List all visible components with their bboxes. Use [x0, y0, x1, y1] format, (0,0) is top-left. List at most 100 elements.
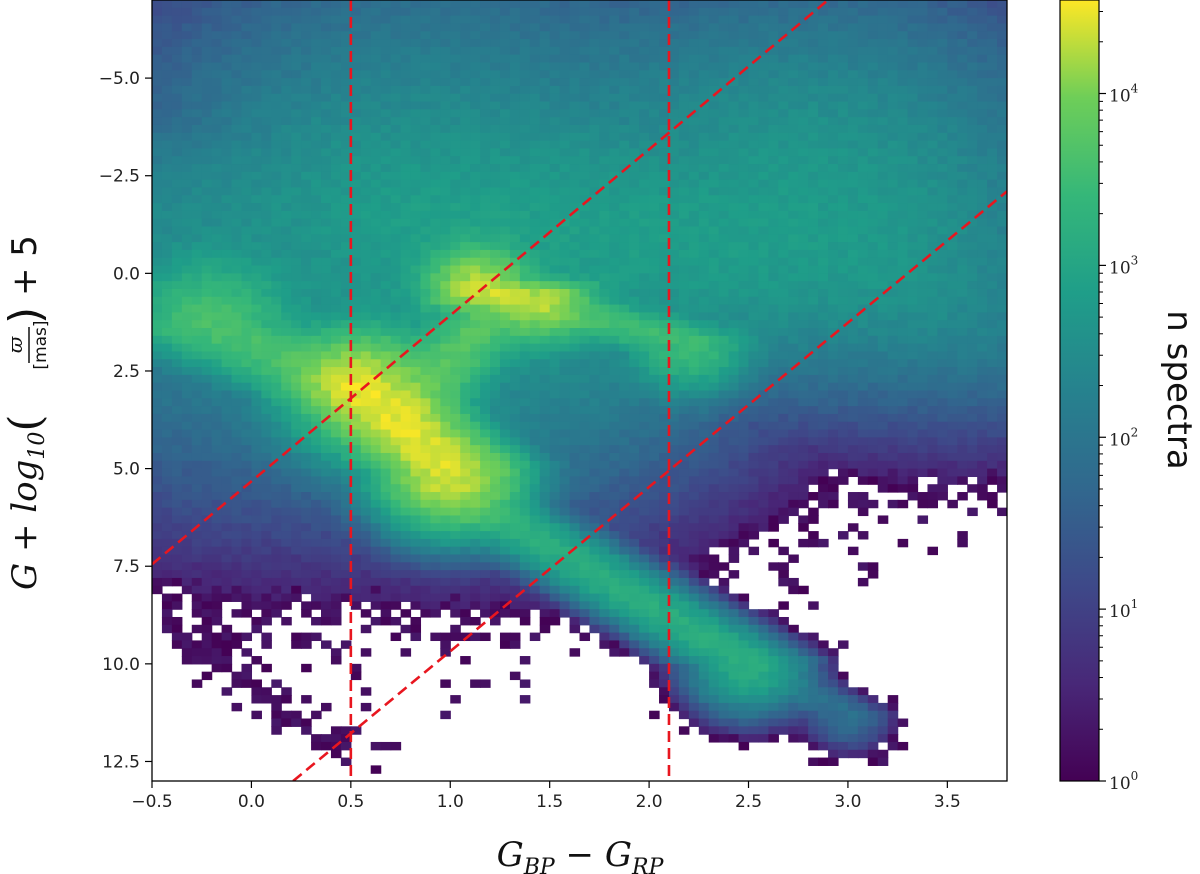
heatmap-cell — [629, 132, 640, 142]
heatmap-cell — [231, 492, 243, 501]
heatmap-cell — [728, 109, 740, 118]
heatmap-cell — [659, 601, 670, 610]
heatmap-cell — [609, 70, 620, 79]
heatmap-cell — [241, 562, 253, 571]
heatmap-cell — [698, 406, 710, 415]
heatmap-cell — [470, 296, 481, 306]
heatmap-cell — [360, 452, 372, 462]
heatmap-cell — [370, 46, 382, 56]
heatmap-cell — [579, 390, 591, 399]
heatmap-cell — [490, 577, 501, 587]
heatmap-cell — [191, 585, 203, 595]
heatmap-cell — [659, 46, 670, 56]
heatmap-cell — [639, 406, 650, 415]
heatmap-cell — [490, 601, 501, 610]
heatmap-cell — [649, 374, 660, 384]
heatmap-cell — [718, 156, 730, 165]
heatmap-cell — [350, 54, 362, 64]
heatmap-cell — [291, 187, 302, 196]
heatmap-cell — [559, 0, 571, 9]
heatmap-cell — [181, 148, 193, 157]
heatmap-cell — [688, 702, 700, 712]
heatmap-cell — [330, 531, 342, 540]
heatmap-cell — [529, 359, 541, 368]
heatmap-cell — [688, 624, 700, 634]
heatmap-cell — [231, 585, 243, 595]
heatmap-cell — [509, 257, 521, 267]
heatmap-cell — [480, 39, 491, 48]
heatmap-cell — [251, 468, 262, 478]
heatmap-cell — [480, 156, 491, 165]
heatmap-cell — [629, 234, 640, 243]
heatmap-cell — [668, 195, 680, 204]
heatmap-cell — [340, 117, 352, 126]
heatmap-cell — [201, 78, 213, 87]
heatmap-cell — [330, 54, 342, 64]
heatmap-cell — [668, 492, 680, 501]
heatmap-cell — [460, 249, 471, 259]
heatmap-cell — [499, 523, 511, 532]
heatmap-cell — [609, 187, 620, 196]
heatmap-cell — [559, 359, 571, 368]
heatmap-cell — [708, 320, 720, 329]
heatmap-cell — [629, 31, 640, 40]
heatmap-cell — [241, 187, 253, 196]
heatmap-cell — [410, 476, 422, 485]
heatmap-cell — [201, 656, 213, 665]
heatmap-cell — [410, 359, 422, 368]
heatmap-cell — [529, 195, 541, 204]
heatmap-cell — [291, 718, 302, 727]
heatmap-cell — [579, 164, 591, 173]
heatmap-cell — [718, 148, 730, 157]
heatmap-cell — [688, 687, 700, 696]
heatmap-cell — [639, 632, 650, 642]
heatmap-cell — [659, 663, 670, 673]
heatmap-cell — [350, 171, 362, 181]
heatmap-cell — [509, 343, 521, 353]
heatmap-cell — [390, 281, 402, 290]
heatmap-cell — [599, 156, 610, 165]
heatmap-cell — [340, 304, 352, 313]
heatmap-cell — [688, 46, 700, 56]
heatmap-cell — [291, 23, 302, 32]
heatmap-cell — [579, 531, 591, 540]
heatmap-cell — [311, 398, 322, 407]
heatmap-cell — [519, 335, 531, 345]
heatmap-cell — [738, 101, 750, 110]
heatmap-cell — [410, 156, 422, 165]
heatmap-cell — [688, 671, 700, 681]
heatmap-cell — [678, 187, 690, 196]
heatmap-cell — [678, 85, 690, 95]
heatmap-cell — [499, 484, 511, 493]
heatmap-cell — [649, 335, 660, 345]
heatmap-cell — [579, 257, 591, 267]
heatmap-cell — [728, 702, 740, 712]
heatmap-cell — [152, 164, 163, 173]
heatmap-cell — [569, 179, 581, 189]
heatmap-cell — [490, 616, 501, 626]
heatmap-cell — [340, 429, 352, 438]
heatmap-cell — [350, 499, 362, 509]
heatmap-cell — [201, 484, 213, 493]
heatmap-cell — [599, 554, 610, 563]
heatmap-cell — [211, 23, 223, 32]
heatmap-cell — [191, 117, 203, 126]
heatmap-cell — [221, 62, 233, 71]
heatmap-cell — [281, 46, 292, 56]
heatmap-cell — [291, 62, 302, 71]
heatmap-cell — [559, 413, 571, 423]
heatmap-cell — [529, 484, 541, 493]
heatmap-cell — [539, 78, 551, 87]
heatmap-cell — [241, 78, 253, 87]
heatmap-cell — [350, 406, 362, 415]
heatmap-cell — [499, 492, 511, 501]
heatmap-cell — [430, 15, 441, 25]
heatmap-cell — [390, 148, 402, 157]
heatmap-cell — [668, 601, 680, 610]
heatmap-cell — [659, 367, 670, 376]
heatmap-cell — [340, 507, 352, 517]
heatmap-cell — [330, 515, 342, 524]
heatmap-cell — [708, 195, 720, 204]
heatmap-cell — [678, 93, 690, 103]
heatmap-cell — [659, 398, 670, 407]
